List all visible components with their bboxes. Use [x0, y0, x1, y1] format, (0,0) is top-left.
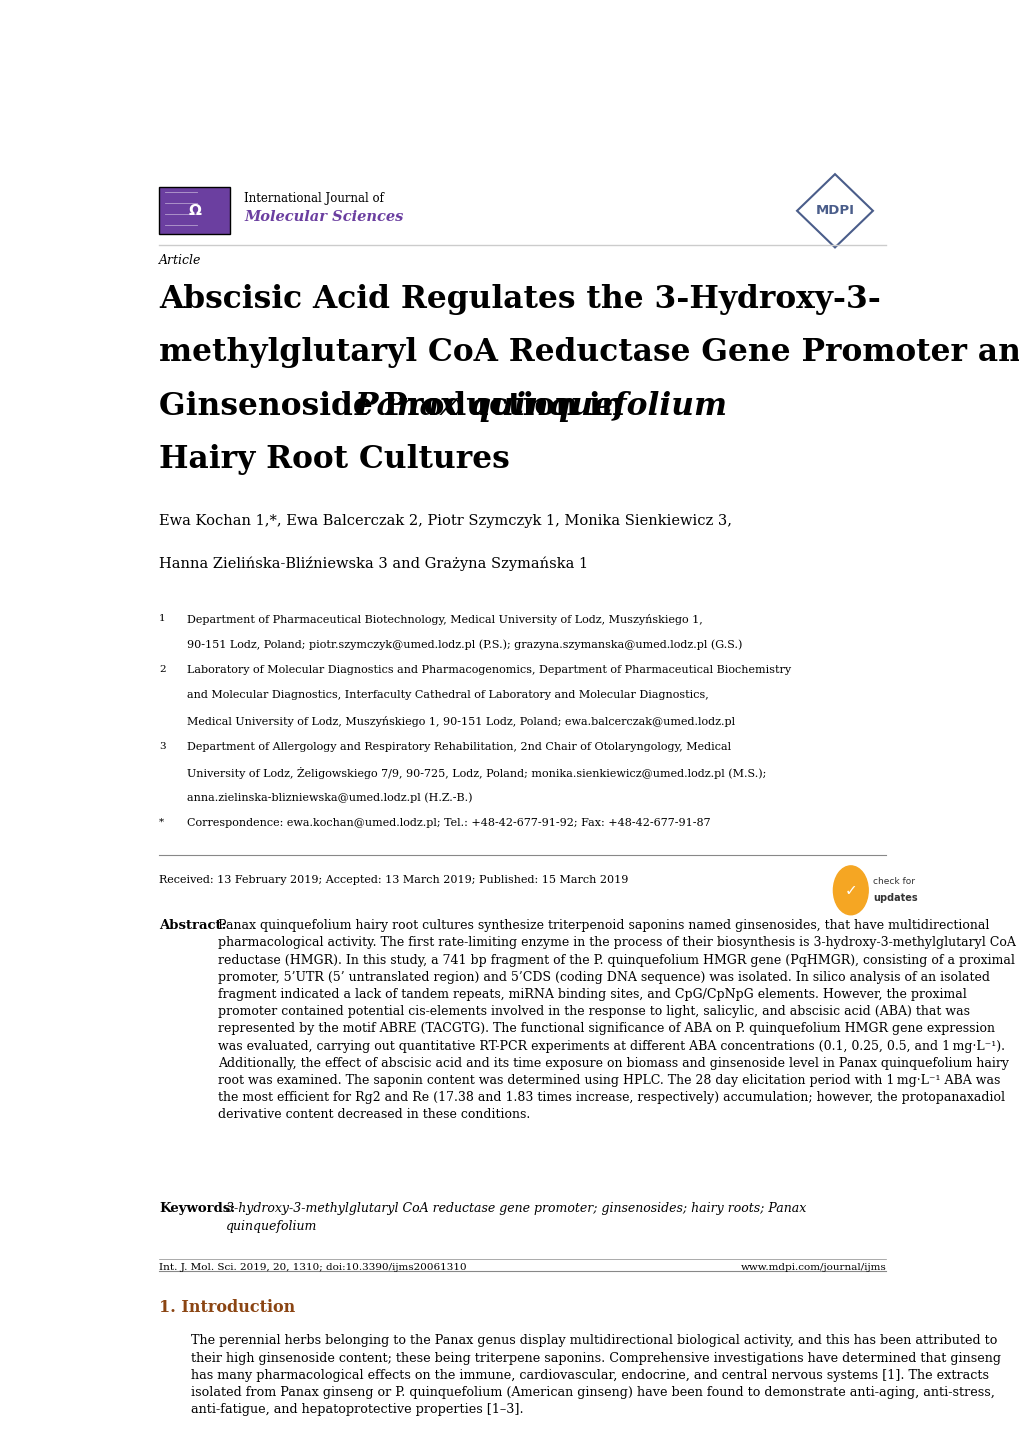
Text: 1. Introduction: 1. Introduction	[159, 1299, 296, 1317]
Text: Laboratory of Molecular Diagnostics and Pharmacogenomics, Department of Pharmace: Laboratory of Molecular Diagnostics and …	[186, 665, 790, 675]
Text: 2: 2	[159, 665, 165, 673]
Text: Department of Allergology and Respiratory Rehabilitation, 2nd Chair of Otolaryng: Department of Allergology and Respirator…	[186, 741, 731, 751]
Text: Int. J. Mol. Sci. 2019, 20, 1310; doi:10.3390/ijms20061310: Int. J. Mol. Sci. 2019, 20, 1310; doi:10…	[159, 1263, 467, 1272]
Text: 1: 1	[159, 614, 165, 623]
Text: MDPI: MDPI	[815, 205, 854, 218]
Text: 3-hydroxy-3-methylglutaryl CoA reductase gene promoter; ginsenosides; hairy root: 3-hydroxy-3-methylglutaryl CoA reductase…	[226, 1203, 806, 1233]
Text: Molecular Sciences: Molecular Sciences	[245, 211, 404, 225]
Text: *: *	[159, 818, 164, 828]
Text: Hanna Zielińska-Bliźniewska 3 and Grażyna Szymańska 1: Hanna Zielińska-Bliźniewska 3 and Grażyn…	[159, 557, 588, 571]
Text: University of Lodz, Żeligowskiego 7/9, 90-725, Lodz, Poland; monika.sienkiewicz@: University of Lodz, Żeligowskiego 7/9, 9…	[186, 767, 765, 779]
Text: Medical University of Lodz, Muszyńskiego 1, 90-151 Lodz, Poland; ewa.balcerczak@: Medical University of Lodz, Muszyńskiego…	[186, 717, 735, 727]
Text: Hairy Root Cultures: Hairy Root Cultures	[159, 444, 509, 474]
Text: www.mdpi.com/journal/ijms: www.mdpi.com/journal/ijms	[740, 1263, 886, 1272]
Text: Department of Pharmaceutical Biotechnology, Medical University of Lodz, Muszyńsk: Department of Pharmaceutical Biotechnolo…	[186, 614, 702, 624]
Text: Panax quinquefolium hairy root cultures synthesize triterpenoid saponins named g: Panax quinquefolium hairy root cultures …	[218, 919, 1015, 1122]
Text: Ω: Ω	[189, 203, 201, 218]
Text: Ewa Kochan 1,*, Ewa Balcerczak 2, Piotr Szymczyk 1, Monika Sienkiewicz 3,: Ewa Kochan 1,*, Ewa Balcerczak 2, Piotr …	[159, 513, 732, 528]
Text: Ginsenoside Production in: Ginsenoside Production in	[159, 391, 634, 421]
Text: 3: 3	[159, 741, 165, 750]
Text: The perennial herbs belonging to the Panax genus display multidirectional biolog: The perennial herbs belonging to the Pan…	[191, 1334, 1000, 1416]
Text: anna.zielinska-blizniewska@umed.lodz.pl (H.Z.-B.): anna.zielinska-blizniewska@umed.lodz.pl …	[186, 793, 472, 803]
Text: Keywords:: Keywords:	[159, 1203, 235, 1216]
Text: International Journal of: International Journal of	[245, 192, 384, 205]
Text: check for: check for	[872, 877, 914, 885]
Text: updates: updates	[872, 893, 917, 903]
Text: and Molecular Diagnostics, Interfaculty Cathedral of Laboratory and Molecular Di: and Molecular Diagnostics, Interfaculty …	[186, 691, 708, 701]
Text: methylglutaryl CoA Reductase Gene Promoter and: methylglutaryl CoA Reductase Gene Promot…	[159, 337, 1019, 368]
Text: Article: Article	[159, 254, 202, 267]
FancyBboxPatch shape	[159, 187, 230, 234]
Text: Received: 13 February 2019; Accepted: 13 March 2019; Published: 15 March 2019: Received: 13 February 2019; Accepted: 13…	[159, 875, 628, 885]
Circle shape	[833, 865, 867, 914]
Text: ✓: ✓	[844, 883, 856, 898]
Text: Panax quinquefolium: Panax quinquefolium	[355, 391, 728, 421]
Text: Correspondence: ewa.kochan@umed.lodz.pl; Tel.: +48-42-677-91-92; Fax: +48-42-677: Correspondence: ewa.kochan@umed.lodz.pl;…	[186, 818, 709, 828]
Text: 90-151 Lodz, Poland; piotr.szymczyk@umed.lodz.pl (P.S.); grazyna.szymanska@umed.: 90-151 Lodz, Poland; piotr.szymczyk@umed…	[186, 639, 742, 650]
Text: Abscisic Acid Regulates the 3-Hydroxy-3-: Abscisic Acid Regulates the 3-Hydroxy-3-	[159, 284, 880, 314]
Text: Abstract:: Abstract:	[159, 919, 226, 932]
